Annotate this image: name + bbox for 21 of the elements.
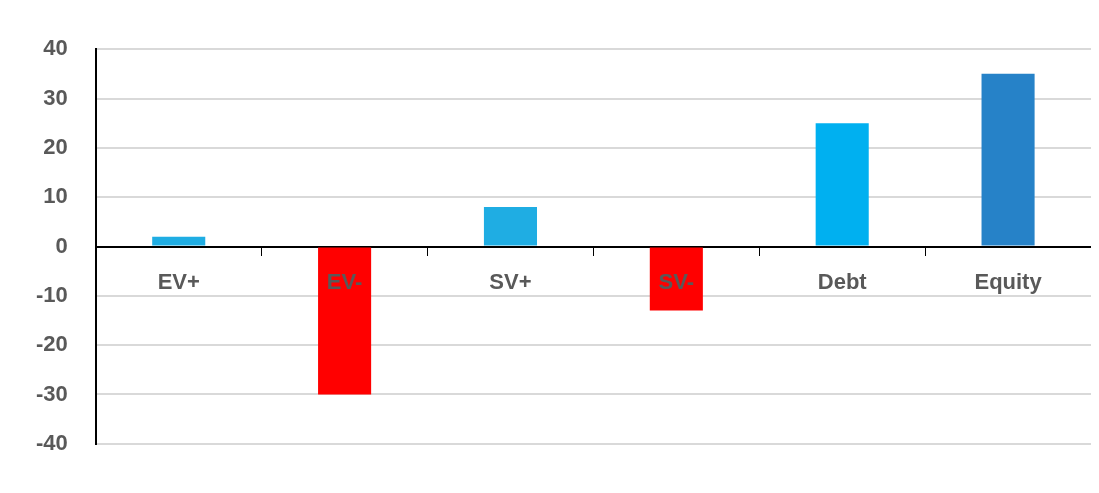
bar	[815, 123, 869, 246]
x-tick-label: Equity	[974, 268, 1043, 294]
bar	[152, 236, 206, 246]
x-tick-label: EV+	[157, 268, 200, 294]
bar	[318, 247, 372, 395]
x-tick-label: EV-	[326, 268, 363, 294]
y-tick-label: 30	[43, 84, 68, 110]
bar	[483, 207, 537, 246]
x-tick-label: Debt	[817, 268, 868, 294]
bar	[649, 247, 703, 311]
y-tick-label: -30	[36, 380, 68, 406]
y-tick-label: 20	[43, 133, 68, 159]
y-tick-label: -20	[36, 331, 68, 357]
x-tick-label: SV+	[489, 268, 532, 294]
y-tick-label: -10	[36, 281, 68, 307]
y-tick-label: 40	[43, 35, 68, 61]
y-tick-label: -40	[36, 429, 68, 455]
y-tick-label: 10	[43, 183, 68, 209]
y-tick-label: 0	[55, 232, 68, 258]
bar	[981, 73, 1035, 246]
x-tick-label: SV-	[658, 268, 695, 294]
